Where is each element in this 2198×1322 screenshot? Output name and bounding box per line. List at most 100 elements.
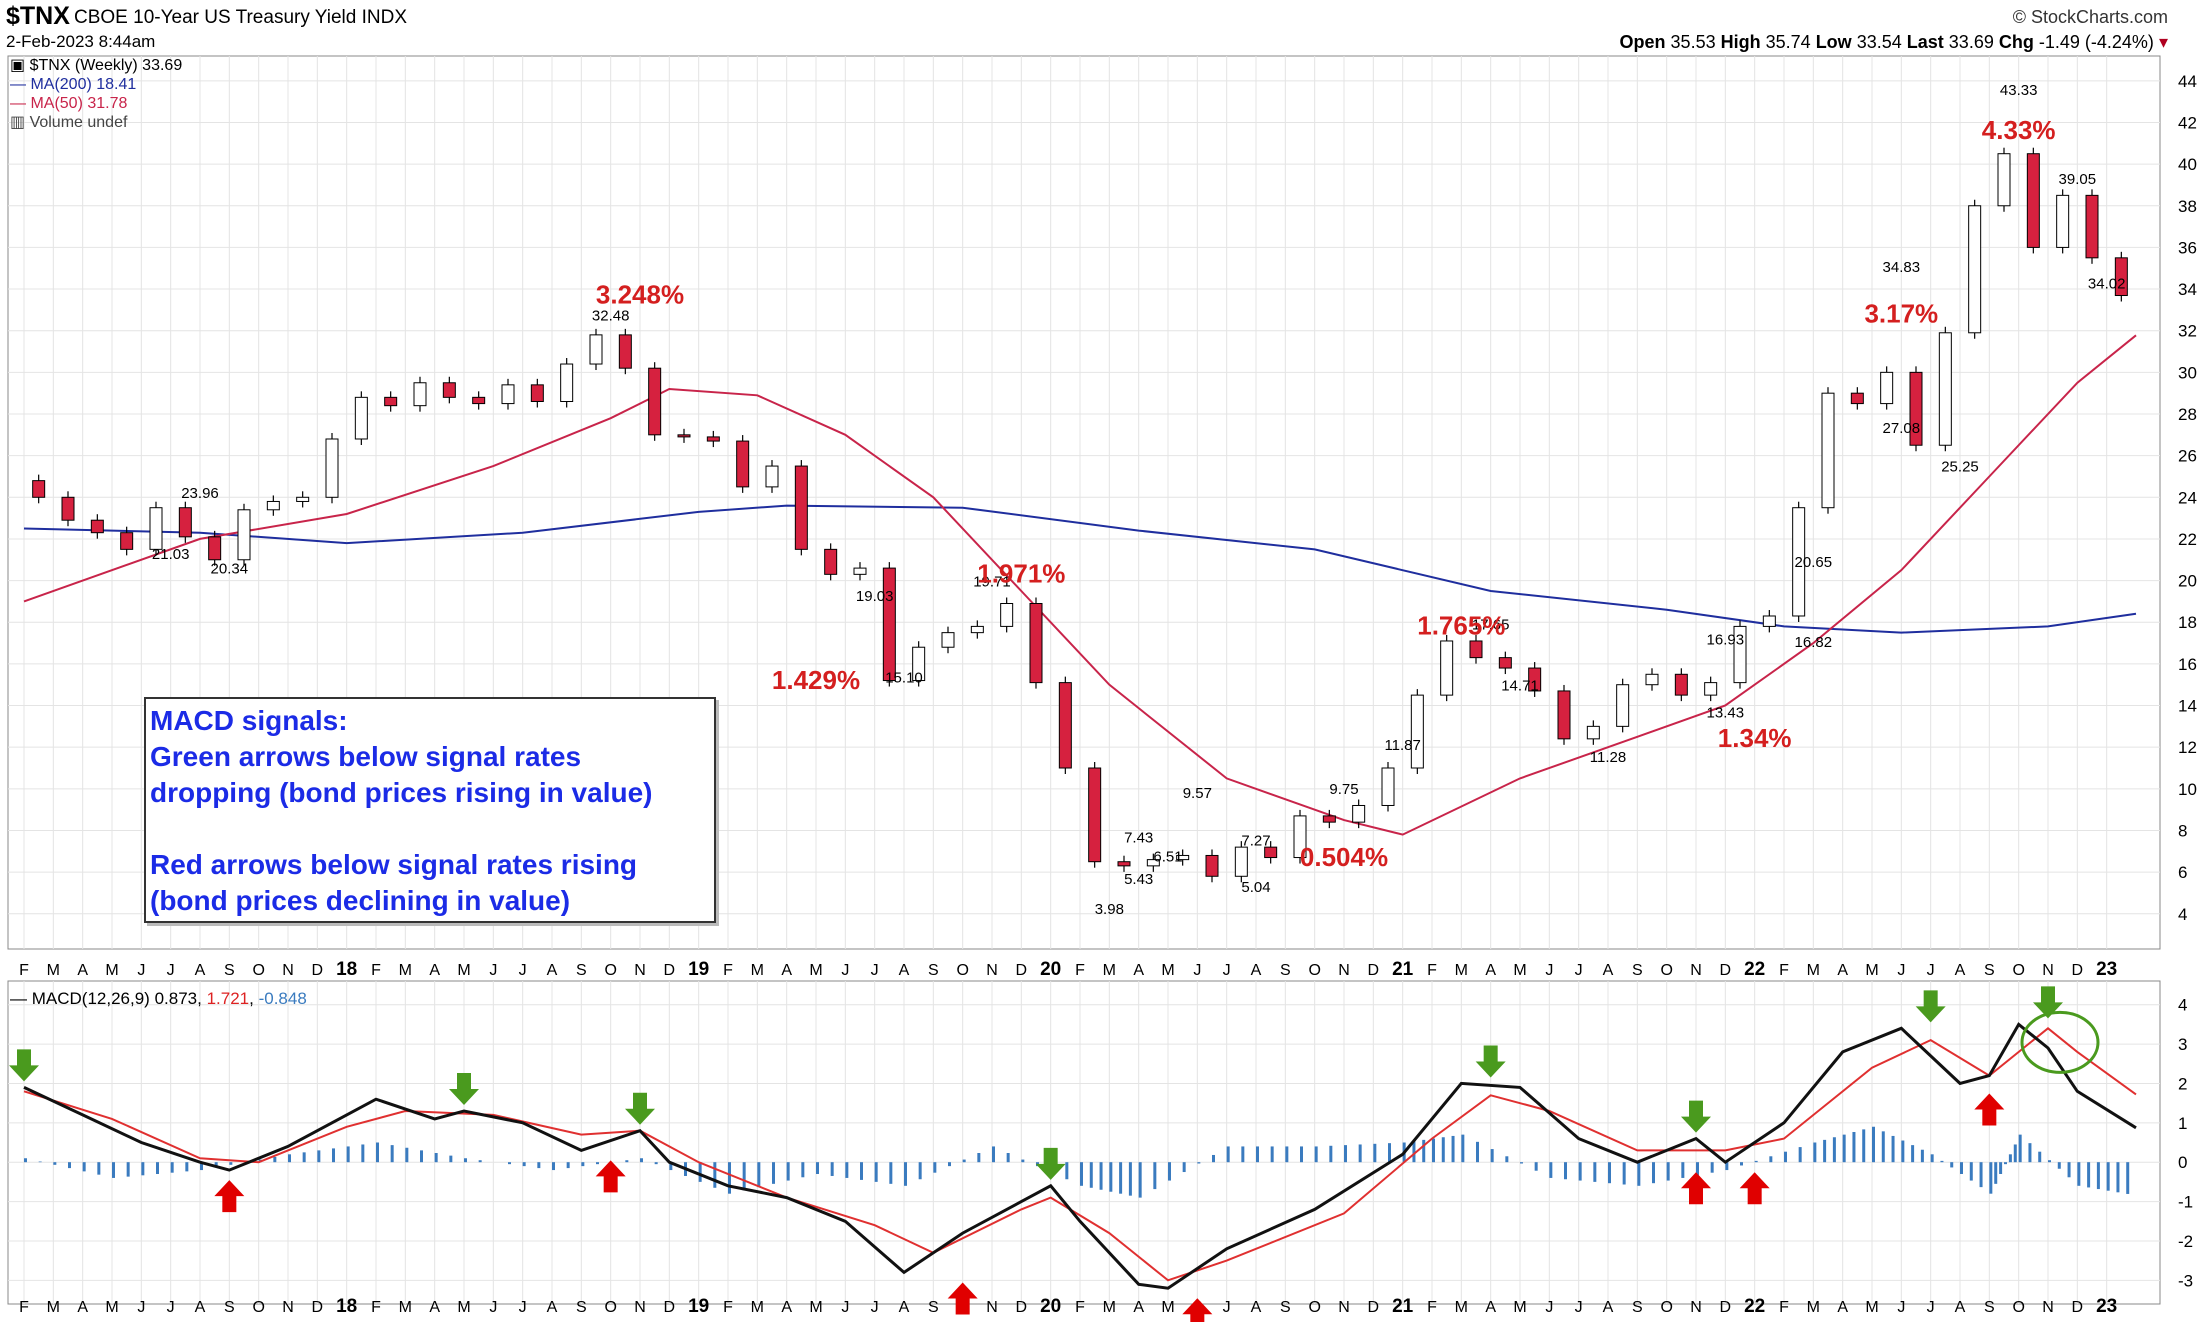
green-down-arrow-icon bbox=[449, 1073, 479, 1105]
price-point-label: 34.02 bbox=[2088, 276, 2126, 293]
macd-histogram-bar bbox=[874, 1162, 878, 1182]
macd-signals-note: MACD signals: Green arrows below signal … bbox=[144, 697, 716, 923]
x-tick-label: D bbox=[664, 962, 676, 979]
highlight-circle bbox=[2020, 1010, 2100, 1074]
x-tick-label: S bbox=[928, 962, 939, 979]
x-tick-label: O bbox=[604, 962, 616, 979]
y-tick-label: -1 bbox=[2178, 1193, 2193, 1212]
x-tick-label: S bbox=[576, 1299, 587, 1316]
x-tick-label: J bbox=[519, 1299, 527, 1316]
macd-histogram-bar bbox=[566, 1162, 570, 1169]
legend-ma50-text: MA(50) 31.78 bbox=[30, 95, 128, 112]
candle-body bbox=[1029, 602, 1043, 684]
x-tick-label: D bbox=[2072, 962, 2084, 979]
x-tick-label: F bbox=[1427, 1299, 1437, 1316]
x-tick-label: N bbox=[282, 962, 294, 979]
open-label: Open bbox=[1619, 32, 1666, 52]
x-tick-label: O bbox=[252, 1299, 264, 1316]
x-tick-label: J bbox=[841, 1299, 849, 1316]
x-tick-label: A bbox=[429, 1299, 440, 1316]
candle-body bbox=[1762, 615, 1776, 627]
candle-body bbox=[1557, 690, 1571, 740]
price-point-label: 20.65 bbox=[1795, 554, 1833, 571]
x-tick-label: J bbox=[1223, 962, 1231, 979]
macd-histogram-bar bbox=[1652, 1162, 1655, 1184]
macd-histogram-bar bbox=[2087, 1162, 2091, 1188]
x-tick-label: J bbox=[1927, 962, 1935, 979]
y-tick-label: 6 bbox=[2178, 863, 2187, 882]
macd-histogram-bar bbox=[1006, 1153, 1010, 1163]
macd-histogram-bar bbox=[552, 1162, 555, 1171]
macd-histogram-bar bbox=[2096, 1162, 2100, 1190]
x-tick-label: F bbox=[19, 1299, 29, 1316]
green-down-arrow-icon bbox=[1915, 990, 1946, 1023]
candle-body bbox=[2085, 194, 2099, 259]
x-tick-label: D bbox=[312, 1299, 324, 1316]
x-tick-label: A bbox=[781, 1299, 792, 1316]
macd-histogram-bar bbox=[1373, 1143, 1377, 1163]
macd-histogram-bar bbox=[698, 1162, 702, 1182]
macd-histogram-bar bbox=[1681, 1162, 1685, 1178]
x-tick-label: J bbox=[841, 962, 849, 979]
candle-body bbox=[1968, 205, 1982, 334]
x-tick-label: F bbox=[19, 962, 29, 979]
red-up-arrow-icon bbox=[947, 1282, 978, 1315]
ticker-symbol: $TNX bbox=[6, 2, 70, 30]
candle-body bbox=[1997, 153, 2011, 207]
x-tick-label: S bbox=[1280, 1299, 1291, 1316]
macd-histogram-bar bbox=[1138, 1162, 1142, 1198]
y-tick-label: 42 bbox=[2178, 113, 2197, 132]
candle-body bbox=[853, 567, 867, 575]
candle-body bbox=[1821, 392, 1835, 509]
last-label: Last bbox=[1906, 32, 1944, 52]
x-tick-label: N bbox=[282, 1299, 294, 1316]
x-tick-label: A bbox=[1955, 962, 1966, 979]
x-tick-label: N bbox=[2042, 1299, 2054, 1316]
candle-body bbox=[2026, 153, 2040, 248]
green-down-arrow-icon bbox=[1681, 1100, 1711, 1133]
macd-histogram-bar bbox=[1725, 1162, 1729, 1171]
candle-body bbox=[1880, 371, 1894, 405]
macd-histogram-bar bbox=[1813, 1142, 1817, 1163]
candle-body bbox=[1645, 673, 1659, 686]
macd-legend-hist: -0.848 bbox=[258, 989, 307, 1008]
candle-body bbox=[765, 465, 779, 488]
candle-body bbox=[1381, 767, 1395, 806]
macd-legend: — MACD(12,26,9) 0.873, 1.721, -0.848 bbox=[10, 989, 307, 1008]
x-tick-label: M bbox=[809, 1299, 822, 1316]
x-tick-label: O bbox=[1660, 962, 1672, 979]
price-point-label: 9.75 bbox=[1329, 781, 1358, 798]
macd-histogram-bar bbox=[1329, 1145, 1333, 1163]
macd-histogram-bar bbox=[1099, 1162, 1103, 1190]
macd-histogram-bar bbox=[757, 1162, 761, 1188]
macd-histogram-bar bbox=[1920, 1149, 1924, 1163]
x-tick-label: M bbox=[1807, 962, 1820, 979]
candle-body bbox=[208, 536, 222, 561]
macd-histogram-bar bbox=[1065, 1162, 1069, 1180]
price-point-label: 6.51 bbox=[1153, 848, 1182, 865]
candle-body bbox=[1058, 682, 1072, 769]
x-tick-label: A bbox=[77, 962, 88, 979]
x-tick-label: D bbox=[1368, 962, 1380, 979]
macd-histogram-bar bbox=[1476, 1141, 1479, 1163]
macd-histogram-bar bbox=[1451, 1135, 1455, 1163]
candle-body bbox=[354, 396, 368, 440]
candle-body bbox=[1469, 640, 1483, 659]
note-line: (bond prices declining in value) bbox=[150, 885, 571, 916]
brand-watermark[interactable]: © StockCharts.com bbox=[2012, 7, 2168, 27]
macd-histogram-bar bbox=[2077, 1162, 2081, 1186]
x-tick-label: A bbox=[899, 1299, 910, 1316]
x-tick-label: J bbox=[1223, 1299, 1231, 1316]
y-tick-label: 36 bbox=[2178, 238, 2197, 257]
macd-histogram-bar bbox=[2126, 1162, 2130, 1194]
candle-body bbox=[32, 480, 46, 498]
x-tick-label: F bbox=[371, 962, 381, 979]
price-point-label: 17.65 bbox=[1472, 617, 1510, 634]
candle-body bbox=[2056, 194, 2070, 248]
macd-histogram-bar bbox=[1534, 1162, 1538, 1171]
macd-histogram-bar bbox=[1197, 1162, 1201, 1164]
macd-panel-frame bbox=[7, 980, 2161, 1305]
low-value: 33.54 bbox=[1856, 32, 1902, 52]
x-tick-label: N bbox=[2042, 962, 2054, 979]
macd-legend-label: MACD(12,26,9) bbox=[31, 989, 150, 1008]
